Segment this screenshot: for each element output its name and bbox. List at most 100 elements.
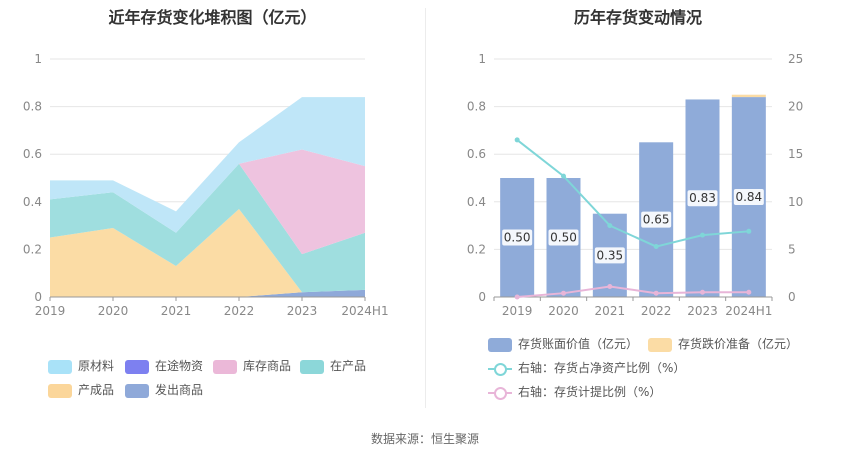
stacked-area-chart: 0 0.2 0.4 0.6 0.8 1 2019 2020 2021 2022 2023 2024H1 [23,52,389,318]
line-point [514,294,520,300]
y-tick-label: 0.8 [467,100,486,114]
legend-item[interactable]: 存货账面价值（亿元） [488,336,638,352]
y-tick-label: 0 [478,290,486,304]
legend-swatch [213,359,237,374]
legend-item[interactable]: 发出商品 [125,382,203,398]
x-tick-label: 2021 [595,304,626,318]
left-chart-title: 近年存货变化堆积图（亿元） [108,8,317,27]
legend-item[interactable]: 原材料 [48,358,114,374]
x-tick-label: 2019 [502,304,533,318]
legend-item[interactable]: 右轴：存货占净资产比例（%） [488,360,685,376]
y-tick-label: 0.2 [467,242,486,256]
line-point [514,137,520,143]
y2-tick-label: 5 [788,242,796,256]
legend-label: 在途物资 [155,359,204,373]
y2-tick-label: 15 [788,147,803,161]
data-label-bg [502,229,533,246]
x-tick-label: 2020 [98,304,129,318]
x-tick-label: 2023 [687,304,718,318]
line-point [607,284,613,290]
legend-item[interactable]: 右轴：存货计提比例（%） [488,384,661,400]
right-chart-title: 历年存货变动情况 [573,8,702,27]
area-发出商品 [50,289,365,297]
y2-tick-label: 20 [788,100,803,114]
area-库存商品 [50,149,365,255]
legend-label: 库存商品 [243,359,292,373]
legend-item[interactable]: 在途物资 [125,358,203,374]
legend-item[interactable]: 存货跌价准备（亿元） [648,336,798,352]
x-tick-label: 2024H1 [341,304,388,318]
y2-tick-label: 10 [788,195,803,209]
data-label: 0.84 [735,190,762,204]
line-右轴：存货占净资产比例（%） [516,139,749,248]
legend-label: 发出商品 [155,383,204,397]
y-tick-label: 0.4 [23,195,42,209]
y2-tick-label: 25 [788,52,803,66]
x-tick-label: 2022 [224,304,255,318]
y-tick-label: 0.2 [23,242,42,256]
legend-label: 产成品 [78,383,115,397]
line-point [561,173,566,179]
legend-item[interactable]: 产成品 [48,382,114,398]
y-tick-label: 0.4 [467,195,486,209]
legend-label: 原材料 [78,359,115,373]
legend-label: 在产品 [330,359,367,373]
line-point [653,244,659,250]
line-point [607,223,613,229]
data-label: 0.65 [643,213,670,227]
legend-label: 右轴：存货占净资产比例（%） [518,361,686,375]
x-tick-label: 2024H1 [725,304,772,318]
legend-swatch [300,359,324,374]
data-label-bg [687,190,718,207]
line-point [746,289,752,295]
legend-swatch [125,383,149,398]
legend-swatch [488,337,512,352]
data-label-bg [594,247,625,264]
data-label-bg [733,189,764,206]
x-tick-label: 2021 [161,304,192,318]
bar-line-chart-panel: 历年存货变动情况 0 0.2 0.4 0.6 0.8 1 0 5 10 15 20 25 2019 202… [426,0,850,410]
legend-swatch [648,337,672,352]
data-label: 0.50 [504,231,531,245]
data-label: 0.83 [689,191,716,205]
line-右轴：存货计提比例（%） [517,285,749,298]
data-label-bg [641,211,672,228]
line-point [746,228,752,234]
y2-tick-label: 0 [788,290,796,304]
legend-swatch [488,386,512,400]
area-在产品 [50,163,365,293]
y-tick-label: 0.8 [23,100,42,114]
x-tick-label: 2022 [641,304,672,318]
data-label: 0.50 [550,231,577,245]
legend-swatch [488,362,512,376]
y-tick-label: 1 [478,52,486,66]
legend-item[interactable]: 库存商品 [213,358,291,374]
data-label: 0.35 [596,248,623,262]
legend-item[interactable]: 在产品 [300,358,366,374]
legend-swatch [48,383,72,398]
y-tick-label: 1 [34,52,42,66]
x-tick-label: 2020 [548,304,579,318]
line-point [653,290,659,296]
line-point [700,289,705,295]
data-label-bg [548,229,579,246]
stacked-area-chart-panel: 近年存货变化堆积图（亿元） 0 0.2 0.4 0.6 0.8 1 2019 2020 2021… [0,0,425,410]
data-source-note: 数据来源：恒生聚源 [370,432,479,446]
x-tick-label: 2019 [35,304,66,318]
panel-divider [425,8,426,408]
bar-impairment [731,94,766,98]
legend-swatch [125,359,149,374]
area-原材料 [50,97,365,233]
legend-swatch [48,359,72,374]
y-tick-label: 0.6 [23,147,42,161]
line-point [700,232,705,238]
x-tick-label: 2023 [287,304,318,318]
y-tick-label: 0.6 [467,147,486,161]
legend-label: 右轴：存货计提比例（%） [518,385,662,399]
line-point [561,290,566,296]
y-tick-label: 0 [34,290,42,304]
area-产成品 [50,208,365,297]
legend-label: 存货账面价值（亿元） [518,337,639,351]
legend-label: 存货跌价准备（亿元） [678,337,799,351]
